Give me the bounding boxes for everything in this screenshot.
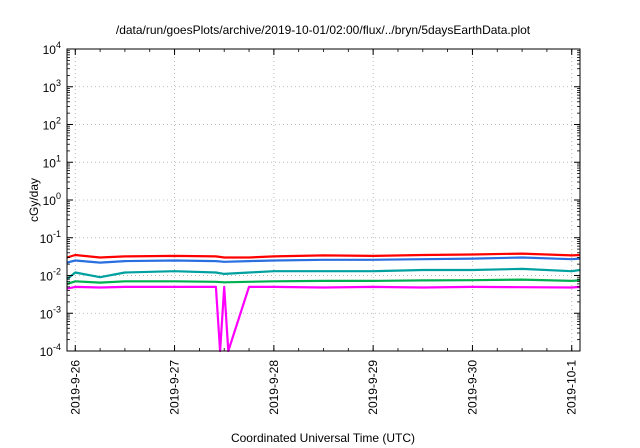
y-tick-label: 102 <box>43 116 61 133</box>
x-tick-label: 2019-9-27 <box>168 360 182 415</box>
y-tick-label: 10-4 <box>40 342 61 359</box>
x-tick-label: 2019-10-1 <box>565 360 579 415</box>
data-series-line-2 <box>66 256 581 264</box>
data-series-line-4 <box>66 278 581 285</box>
series-layer <box>66 252 581 353</box>
x-tick-label: 2019-9-29 <box>366 360 380 415</box>
y-tick-label: 10-2 <box>40 267 61 284</box>
x-tick-label: 2019-9-30 <box>465 360 479 415</box>
y-tick-label: 101 <box>43 153 61 170</box>
y-tick-label: 10-1 <box>40 229 61 246</box>
y-axis-label: cGy/day <box>27 178 41 222</box>
x-tick-label: 2019-9-28 <box>267 360 281 415</box>
data-series-line-5 <box>66 285 581 353</box>
data-series-line-3 <box>66 267 581 281</box>
tick-layer: 10-4 10-3 10-2 10-1 100 101 102 103 104 2019-9-26… <box>40 40 580 415</box>
y-tick-label: 10-3 <box>40 304 61 321</box>
y-tick-label: 100 <box>43 191 61 208</box>
x-tick-label: 2019-9-26 <box>68 360 82 415</box>
data-series-line-1 <box>66 252 581 259</box>
y-tick-label: 104 <box>43 40 61 57</box>
y-tick-label: 103 <box>43 78 61 95</box>
chart-title: /data/run/goesPlots/archive/2019-10-01/0… <box>116 23 531 37</box>
grid <box>67 48 580 352</box>
x-axis-label: Coordinated Universal Time (UTC) <box>231 431 415 445</box>
